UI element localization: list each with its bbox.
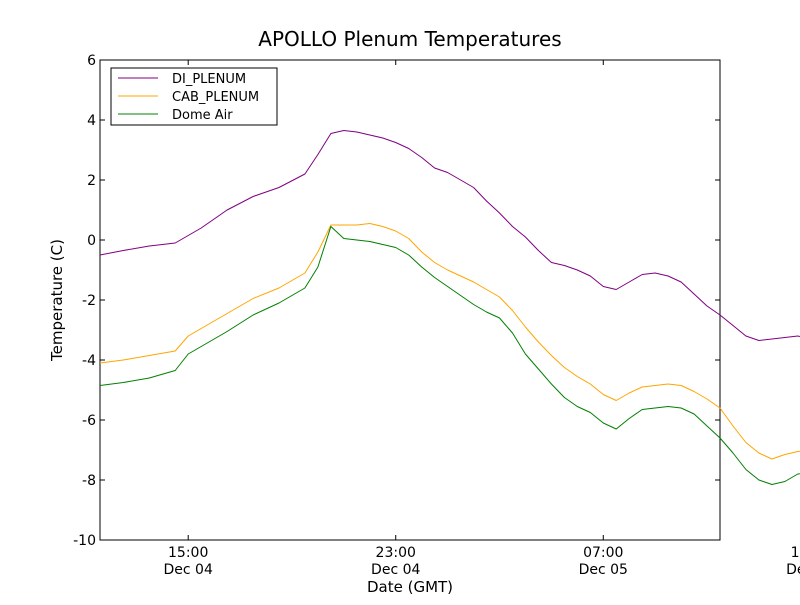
x-axis-label: Date (GMT): [367, 578, 453, 596]
y-tick-label: 6: [87, 53, 96, 69]
y-tick-label: -4: [82, 353, 96, 369]
legend-items: DI_PLENUM CAB_PLENUM Dome Air: [118, 72, 259, 123]
chart-title: APOLLO Plenum Temperatures: [258, 27, 561, 51]
plot-area-frame: [99, 59, 721, 541]
series-line-2: [99, 226, 800, 485]
y-tick-label: -2: [82, 293, 96, 309]
series-lines: [99, 130, 800, 485]
x-tick-label-time: 15:00: [791, 545, 800, 561]
y-axis-ticks: -10 -8 -6 -4 -2 0 2 4 6: [73, 53, 720, 549]
y-axis-label: Temperature (C): [48, 239, 66, 362]
x-tick-label-time: 15:00: [168, 545, 208, 561]
x-tick-label-time: 23:00: [376, 545, 416, 561]
x-tick-label-date: Dec 04: [371, 562, 420, 578]
y-tick-label: -8: [82, 473, 96, 489]
series-line-0: [99, 130, 800, 341]
legend-label-0: DI_PLENUM: [172, 72, 246, 87]
x-tick-label-date: Dec 05: [786, 562, 800, 578]
x-tick-label-date: Dec 05: [579, 562, 628, 578]
y-tick-label: 2: [87, 173, 96, 189]
y-tick-label: -6: [82, 413, 96, 429]
y-tick-label: 0: [87, 233, 96, 249]
y-tick-label: -10: [73, 533, 96, 549]
legend: DI_PLENUM CAB_PLENUM Dome Air: [110, 67, 278, 126]
series-line-1: [99, 223, 800, 460]
x-tick-label-date: Dec 04: [164, 562, 213, 578]
y-tick-label: 4: [87, 113, 96, 129]
x-tick-label-time: 07:00: [583, 545, 623, 561]
legend-label-2: Dome Air: [172, 108, 233, 123]
legend-label-1: CAB_PLENUM: [172, 90, 259, 105]
